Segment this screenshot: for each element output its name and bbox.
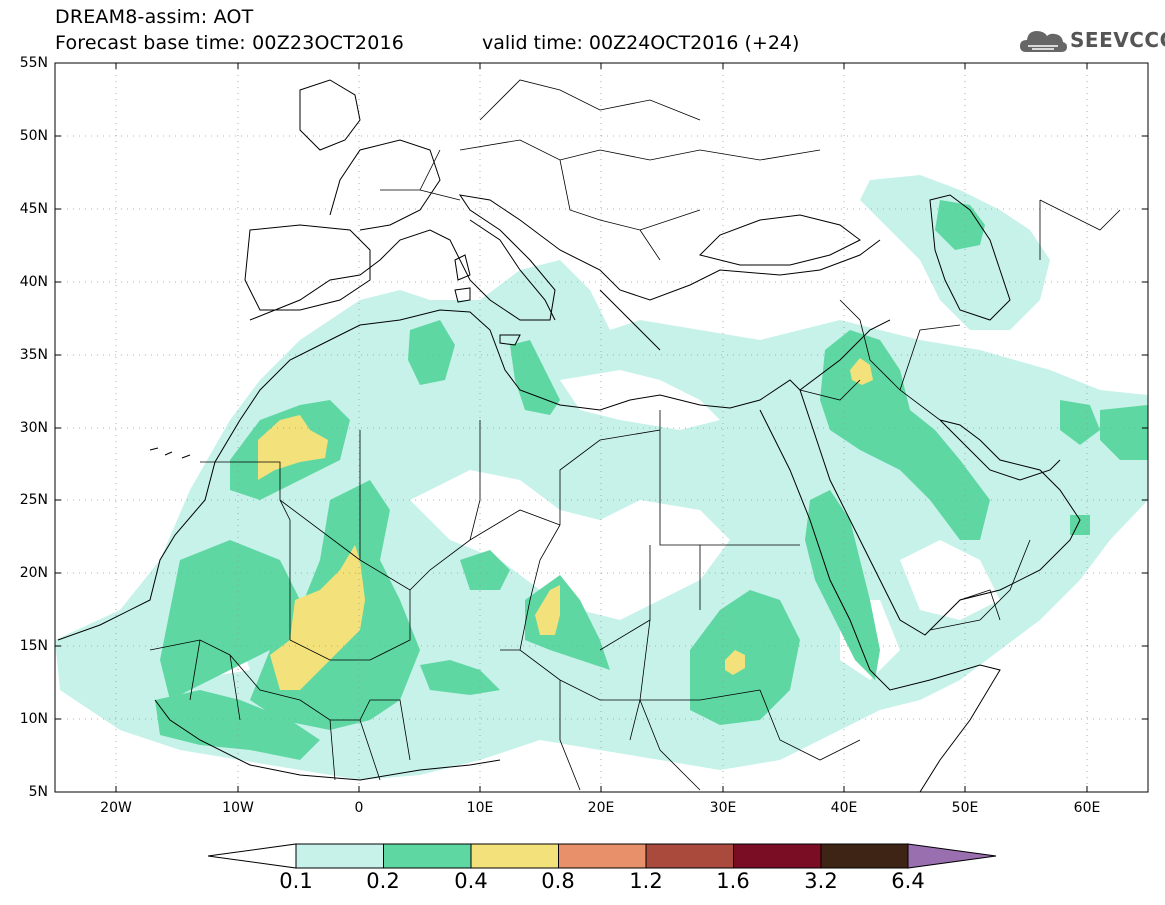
colorbar-label: 0.2 [366,869,400,893]
lat-label: 15N [19,638,48,654]
lon-label: 10E [466,800,494,816]
lat-label: 5N [28,784,48,800]
lon-label: 40E [830,800,858,816]
forecast-base-time: Forecast base time: 00Z23OCT2016 [55,32,405,54]
lat-label: 45N [19,201,48,217]
axis-ticks [55,62,1148,793]
colorbar-label: 3.2 [804,869,838,893]
valid-time: valid time: 00Z24OCT2016 (+24) [482,32,800,54]
lat-label: 10N [19,711,48,727]
lon-label: 0 [354,800,364,816]
coastlines [57,79,1081,792]
colorbar-label: 1.2 [629,869,663,893]
lon-label: 50E [951,800,979,816]
colorbar-label: 6.4 [891,869,925,893]
colorbar-label: 1.6 [716,869,750,893]
country-borders [149,79,1121,791]
lat-label: 35N [19,347,48,363]
cloud-icon [1020,31,1067,52]
colorbar-label: 0.1 [279,869,313,893]
lat-label: 55N [19,55,48,71]
aot-0.4-layer [258,358,873,690]
lon-label: 60E [1073,800,1101,816]
lon-label: 10W [222,800,254,816]
lat-label: 40N [19,274,48,290]
colorbar-label: 0.8 [541,869,575,893]
lon-label: 30E [709,800,737,816]
lat-label: 20N [19,565,48,581]
graticule [55,63,1148,792]
seevccc-logo: SEEVCCC [1018,22,1165,58]
map-title: DREAM8-assim: AOT [55,6,254,28]
lat-label: 30N [19,420,48,436]
lon-label: 20E [587,800,615,816]
colorbar-label: 0.4 [454,869,488,893]
lon-label: 20W [100,800,132,816]
logo-text: SEEVCCC [1070,28,1165,52]
lat-label: 25N [19,492,48,508]
lat-label: 50N [19,128,48,144]
